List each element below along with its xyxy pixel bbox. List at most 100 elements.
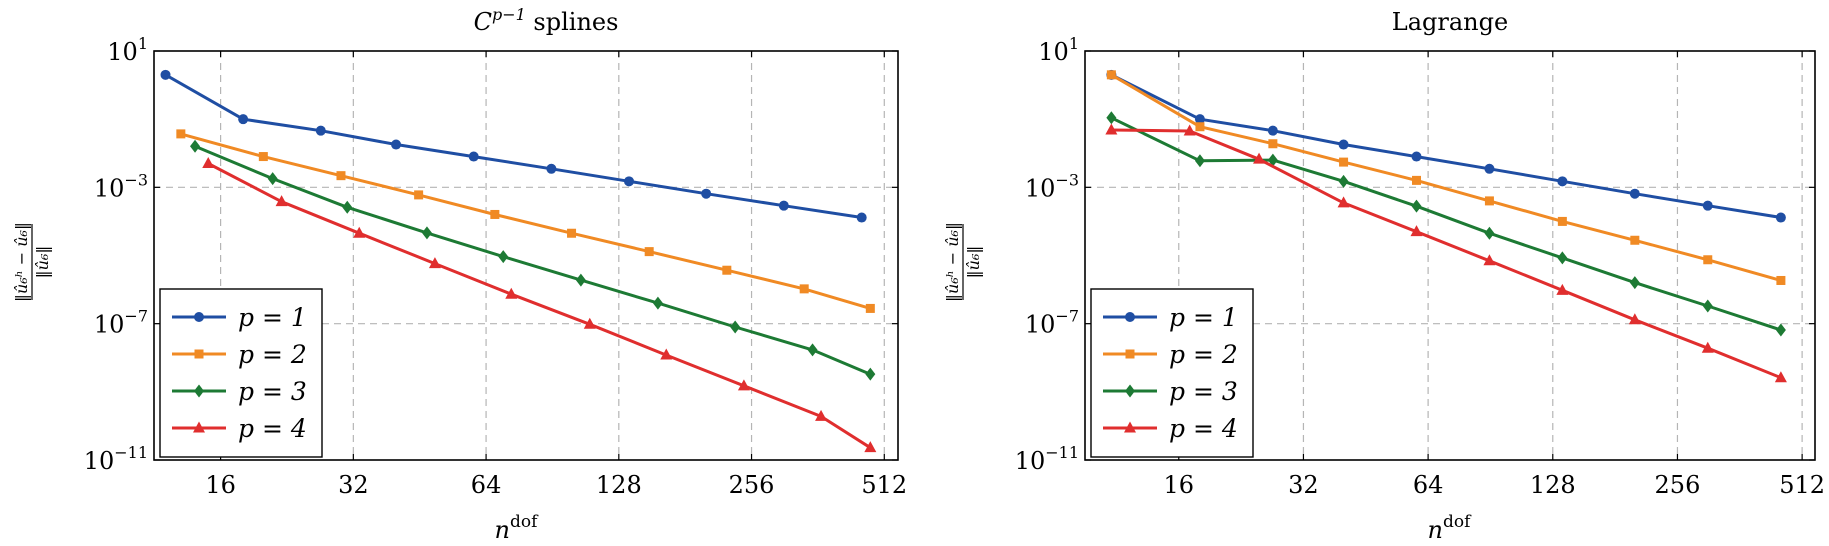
data-point-square bbox=[258, 152, 268, 162]
series-line bbox=[1110, 116, 1782, 332]
x-tick-label: 32 bbox=[1288, 471, 1319, 499]
data-point-triangle bbox=[1483, 254, 1496, 266]
data-point-triangle bbox=[1628, 313, 1641, 325]
data-point-triangle bbox=[505, 287, 518, 299]
series-line bbox=[1111, 128, 1782, 380]
legend-label: p = 4 bbox=[1169, 414, 1238, 443]
data-point-circle bbox=[160, 69, 171, 80]
data-point-diamond bbox=[865, 367, 876, 381]
data-point-triangle bbox=[1183, 124, 1196, 136]
y-tick-label: 101 bbox=[107, 34, 148, 66]
series-line bbox=[1110, 73, 1782, 282]
plot-frame bbox=[153, 50, 899, 461]
data-point-square bbox=[1557, 216, 1567, 226]
series-diamond bbox=[1106, 111, 1786, 337]
series-triangle bbox=[202, 157, 877, 453]
chart-title: Lagrange bbox=[1392, 8, 1508, 36]
chart-panel-lagrange: Lagrange 16 32 64 128 256 512 101 10−3 10−7 10−1… bbox=[943, 8, 1825, 544]
y-tick-label: 101 bbox=[1038, 34, 1079, 66]
y-tick-label: 10−7 bbox=[94, 307, 148, 339]
series-line bbox=[194, 144, 871, 376]
data-point-diamond bbox=[194, 384, 204, 398]
data-point-circle bbox=[856, 212, 867, 223]
data-point-square bbox=[1630, 235, 1640, 245]
series-line bbox=[164, 73, 862, 219]
series-line bbox=[180, 132, 871, 310]
data-point-triangle bbox=[1556, 283, 1569, 295]
data-point-square bbox=[567, 228, 577, 238]
legend-entries: p = 1 p = 2 p = 3 p = 4 bbox=[1103, 303, 1238, 443]
legend-entry: p = 3 bbox=[1103, 377, 1238, 406]
data-point-triangle bbox=[1701, 341, 1714, 353]
y-axis-ticks: 101 10−3 10−7 10−11 bbox=[84, 34, 898, 475]
data-point-circle bbox=[701, 188, 712, 199]
data-point-triangle bbox=[202, 157, 215, 169]
x-tick-label: 256 bbox=[729, 471, 775, 499]
data-point-triangle bbox=[1410, 225, 1423, 237]
data-point-circle bbox=[1775, 212, 1786, 223]
series-line bbox=[1110, 73, 1782, 219]
data-point-diamond bbox=[575, 273, 586, 287]
y-axis-label-numerator: ‖û₆ʰ − û₆‖ bbox=[943, 222, 962, 302]
y-tick-label: 10−3 bbox=[94, 170, 148, 202]
data-point-square bbox=[799, 284, 809, 294]
series-triangle bbox=[1105, 123, 1787, 383]
data-point-diamond bbox=[1338, 174, 1349, 188]
legend-label: p = 1 bbox=[238, 303, 307, 332]
plot-frame bbox=[1084, 50, 1816, 461]
legend-entry: p = 2 bbox=[1103, 340, 1238, 369]
data-point-triangle bbox=[660, 348, 673, 360]
series-diamond bbox=[190, 139, 876, 381]
y-axis-label-denominator: ‖û₆‖ bbox=[964, 246, 983, 279]
data-point-circle bbox=[1338, 139, 1349, 150]
data-point-diamond bbox=[1411, 199, 1422, 213]
data-point-circle bbox=[624, 176, 635, 187]
legend-entry: p = 4 bbox=[172, 414, 307, 443]
data-point-diamond bbox=[498, 250, 509, 264]
series-circle bbox=[160, 69, 867, 223]
data-point-circle bbox=[391, 139, 402, 150]
data-point-diamond bbox=[1267, 153, 1278, 167]
data-point-square bbox=[865, 303, 875, 313]
legend-label: p = 2 bbox=[238, 340, 307, 369]
legend-entries: p = 1 p = 2 p = 3 p = 4 bbox=[172, 303, 307, 443]
series-square bbox=[1106, 70, 1786, 285]
data-point-square bbox=[1776, 275, 1786, 285]
data-point-circle bbox=[194, 312, 204, 322]
x-tick-label: 16 bbox=[1163, 471, 1194, 499]
y-axis-label-denominator: ‖û₆‖ bbox=[33, 246, 52, 279]
data-point-square bbox=[1195, 122, 1205, 132]
data-point-diamond bbox=[730, 320, 741, 334]
data-point-triangle bbox=[428, 257, 441, 269]
data-point-triangle bbox=[1105, 123, 1118, 135]
data-point-square bbox=[1339, 157, 1349, 167]
data-point-diamond bbox=[342, 200, 353, 214]
y-tick-label: 10−11 bbox=[1015, 443, 1079, 475]
data-point-square bbox=[176, 129, 186, 139]
data-point-triangle bbox=[353, 226, 366, 238]
data-point-triangle bbox=[1774, 371, 1787, 383]
data-point-diamond bbox=[1484, 226, 1495, 240]
data-point-circle bbox=[546, 163, 557, 174]
data-point-diamond bbox=[1194, 154, 1205, 168]
data-point-circle bbox=[1702, 200, 1713, 211]
data-point-square bbox=[1268, 139, 1278, 149]
x-tick-label: 16 bbox=[205, 471, 236, 499]
y-axis-label: ‖û₆ʰ − û₆‖ ‖û₆‖ bbox=[943, 222, 983, 302]
data-point-diamond bbox=[1557, 251, 1568, 265]
data-point-circle bbox=[468, 151, 479, 162]
x-tick-label: 512 bbox=[1779, 471, 1825, 499]
series-line bbox=[207, 162, 872, 449]
legend-label: p = 3 bbox=[238, 377, 307, 406]
y-tick-label: 10−3 bbox=[1025, 170, 1079, 202]
data-point-square bbox=[194, 349, 204, 359]
data-point-circle bbox=[1125, 312, 1135, 322]
data-point-square bbox=[1106, 70, 1116, 80]
y-axis-label: ‖û₆ʰ − û₆‖ ‖û₆‖ bbox=[12, 222, 52, 302]
data-point-diamond bbox=[190, 139, 201, 153]
data-point-square bbox=[490, 209, 500, 219]
data-point-square bbox=[722, 265, 732, 275]
data-point-square bbox=[1125, 349, 1135, 359]
data-point-triangle bbox=[864, 441, 877, 453]
data-point-circle bbox=[1484, 163, 1495, 174]
